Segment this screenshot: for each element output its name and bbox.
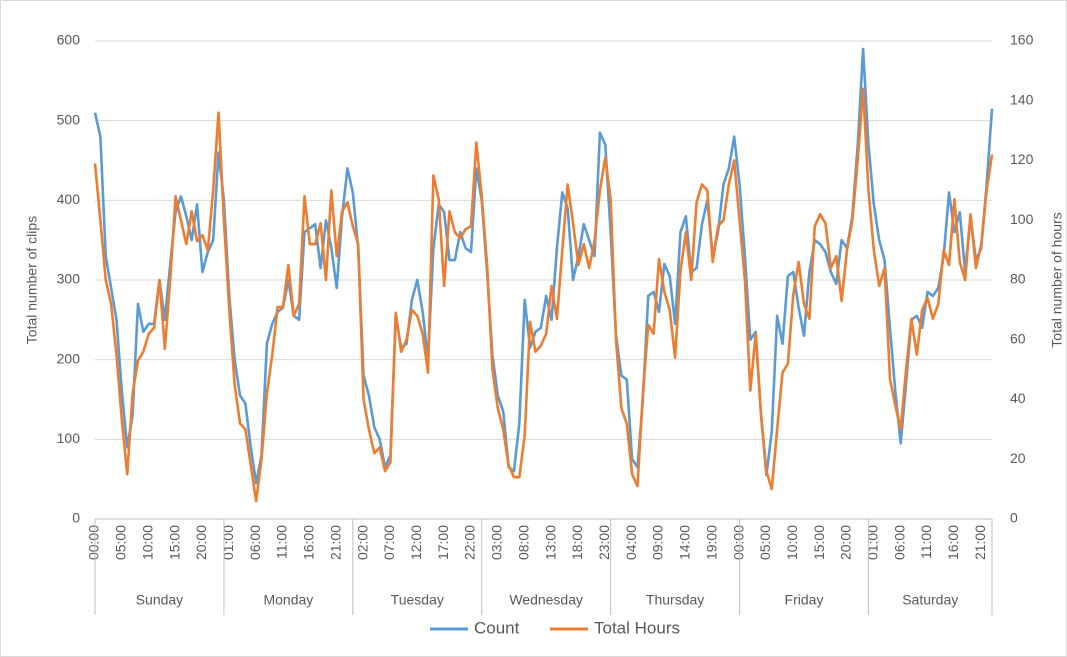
x-tick-label: 02:00 — [354, 525, 370, 560]
series-line — [93, 87, 994, 503]
x-tick-label: 13:00 — [542, 525, 558, 560]
x-tick-label: 06:00 — [891, 525, 907, 560]
legend-label: Count — [474, 618, 520, 637]
x-tick-label: 18:00 — [569, 525, 585, 560]
y-tick-label: 400 — [57, 191, 81, 207]
day-label: Friday — [785, 592, 824, 608]
x-tick-label: 11:00 — [274, 525, 290, 559]
x-tick-label: 09:00 — [650, 525, 666, 560]
x-tick-label: 03:00 — [489, 525, 505, 560]
x-tick-label: 14:00 — [677, 525, 693, 560]
y2-tick-label: 60 — [1010, 330, 1026, 346]
y2-tick-label: 40 — [1010, 390, 1026, 406]
x-tick-label: 11:00 — [918, 525, 934, 559]
y2-tick-label: 120 — [1010, 151, 1034, 167]
x-tick-label: 15:00 — [811, 525, 827, 560]
x-tick-label: 01:00 — [865, 525, 881, 560]
day-label: Sunday — [136, 592, 183, 608]
day-label: Tuesday — [391, 592, 444, 608]
x-tick-label: 16:00 — [945, 525, 961, 560]
x-tick-label: 15:00 — [166, 525, 182, 560]
y-tick-label: 0 — [72, 510, 80, 526]
legend-label: Total Hours — [594, 618, 680, 637]
x-tick-label: 06:00 — [247, 525, 263, 560]
y-axis-title: Total number of clips — [24, 216, 40, 344]
day-label: Monday — [263, 592, 313, 608]
x-tick-label: 17:00 — [435, 525, 451, 560]
y-tick-label: 100 — [57, 430, 81, 446]
x-tick-label: 04:00 — [623, 525, 639, 560]
x-tick-label: 20:00 — [193, 525, 209, 560]
x-tick-label: 00:00 — [86, 525, 102, 560]
x-tick-label: 23:00 — [596, 525, 612, 560]
y2-tick-label: 80 — [1010, 271, 1026, 287]
x-tick-label: 08:00 — [515, 525, 531, 560]
y-tick-label: 600 — [57, 32, 81, 48]
x-tick-label: 05:00 — [113, 525, 129, 560]
x-tick-label: 05:00 — [757, 525, 773, 560]
x-tick-label: 21:00 — [972, 525, 988, 560]
x-tick-label: 01:00 — [220, 525, 236, 560]
y-tick-label: 500 — [57, 111, 81, 127]
x-tick-label: 00:00 — [730, 525, 746, 560]
x-tick-label: 07:00 — [381, 525, 397, 560]
x-tick-label: 19:00 — [703, 525, 719, 560]
y2-tick-label: 140 — [1010, 91, 1034, 107]
y-tick-label: 300 — [57, 271, 81, 287]
y2-tick-label: 0 — [1010, 510, 1018, 526]
x-tick-label: 20:00 — [838, 525, 854, 560]
y2-tick-label: 100 — [1010, 211, 1034, 227]
y2-tick-label: 20 — [1010, 450, 1026, 466]
x-tick-label: 22:00 — [462, 525, 478, 560]
y2-tick-label: 160 — [1010, 32, 1034, 48]
y-tick-label: 200 — [57, 350, 81, 366]
x-tick-label: 10:00 — [139, 525, 155, 560]
series-line — [93, 47, 994, 485]
x-tick-label: 12:00 — [408, 525, 424, 560]
day-label: Thursday — [646, 592, 704, 608]
y2-axis-title: Total number of hours — [1049, 212, 1065, 347]
day-label: Saturday — [902, 592, 958, 608]
x-tick-label: 21:00 — [327, 525, 343, 560]
x-tick-label: 10:00 — [784, 525, 800, 560]
day-label: Wednesday — [509, 592, 583, 608]
x-tick-label: 16:00 — [301, 525, 317, 560]
